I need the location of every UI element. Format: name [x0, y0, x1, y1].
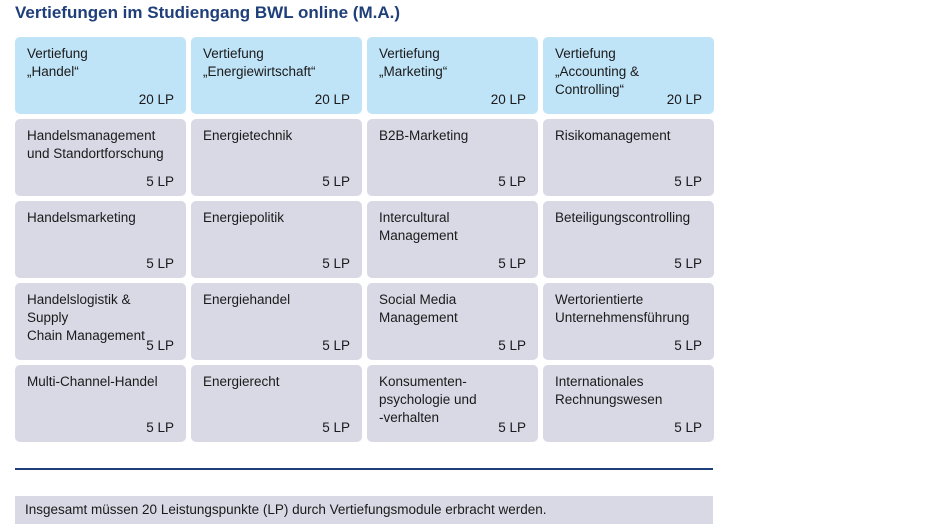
module-card: Energiepolitik 5 LP	[191, 201, 362, 278]
module-name: Handelsmanagement und Standortforschung	[27, 128, 164, 161]
footer-note: Insgesamt müssen 20 Leistungspunkte (LP)…	[15, 496, 713, 524]
credit-points: 5 LP	[498, 174, 526, 189]
module-card: B2B-Marketing 5 LP	[367, 119, 538, 196]
credit-points: 5 LP	[674, 174, 702, 189]
page-title: Vertiefungen im Studiengang BWL online (…	[15, 3, 401, 22]
module-card: Handelsmarketing 5 LP	[15, 201, 186, 278]
module-card: Intercultural Management 5 LP	[367, 201, 538, 278]
module-name: Internationales Rechnungswesen	[555, 374, 663, 407]
module-name: Beteiligungscontrolling	[555, 210, 691, 225]
module-card: Energietechnik 5 LP	[191, 119, 362, 196]
card-title: Vertiefung „Marketing“	[379, 46, 448, 79]
card-title: Vertiefung „Handel“	[27, 46, 88, 79]
module-card: Energiehandel 5 LP	[191, 283, 362, 360]
module-card: Handelsmanagement und Standortforschung …	[15, 119, 186, 196]
credit-points: 5 LP	[322, 338, 350, 353]
card-title: Vertiefung „Energiewirtschaft“	[203, 46, 316, 79]
specialization-header-energiewirtschaft: Vertiefung „Energiewirtschaft“ 20 LP	[191, 37, 362, 114]
module-name: B2B-Marketing	[379, 128, 469, 143]
specialization-grid: Vertiefung „Handel“ 20 LP Vertiefung „En…	[15, 37, 714, 442]
credit-points: 5 LP	[498, 256, 526, 271]
module-name: Energiehandel	[203, 292, 291, 307]
credit-points: 5 LP	[498, 338, 526, 353]
credit-points: 5 LP	[146, 174, 174, 189]
module-card: Risikomanagement 5 LP	[543, 119, 714, 196]
credit-points: 5 LP	[146, 338, 174, 353]
module-name: Energierecht	[203, 374, 280, 389]
module-name: Handelslogistik & Supply Chain Managemen…	[27, 292, 145, 343]
module-name: Risikomanagement	[555, 128, 671, 143]
module-name: Handelsmarketing	[27, 210, 136, 225]
module-card: Konsumenten- psychologie und -verhalten …	[367, 365, 538, 442]
specialization-header-handel: Vertiefung „Handel“ 20 LP	[15, 37, 186, 114]
module-name: Multi-Channel-Handel	[27, 374, 158, 389]
module-name: Intercultural Management	[379, 210, 458, 243]
credit-points: 5 LP	[322, 256, 350, 271]
divider	[15, 468, 713, 470]
module-name: Wertorientierte Unternehmensführung	[555, 292, 690, 325]
credit-points: 5 LP	[322, 420, 350, 435]
credit-points: 20 LP	[314, 92, 350, 107]
module-card: Internationales Rechnungswesen 5 LP	[543, 365, 714, 442]
module-name: Energietechnik	[203, 128, 293, 143]
credit-points: 20 LP	[666, 92, 702, 107]
module-name: Konsumenten- psychologie und -verhalten	[379, 374, 477, 425]
credit-points: 5 LP	[498, 420, 526, 435]
module-name: Social Media Management	[379, 292, 458, 325]
credit-points: 5 LP	[674, 420, 702, 435]
specialization-header-accounting: Vertiefung „Accounting & Controlling“ 20…	[543, 37, 714, 114]
credit-points: 5 LP	[674, 338, 702, 353]
credit-points: 5 LP	[674, 256, 702, 271]
credit-points: 20 LP	[138, 92, 174, 107]
credit-points: 20 LP	[490, 92, 526, 107]
module-card: Wertorientierte Unternehmensführung 5 LP	[543, 283, 714, 360]
credit-points: 5 LP	[146, 420, 174, 435]
credit-points: 5 LP	[322, 174, 350, 189]
specialization-header-marketing: Vertiefung „Marketing“ 20 LP	[367, 37, 538, 114]
module-card: Handelslogistik & Supply Chain Managemen…	[15, 283, 186, 360]
card-title: Vertiefung „Accounting & Controlling“	[555, 46, 640, 97]
module-name: Energiepolitik	[203, 210, 285, 225]
credit-points: 5 LP	[146, 256, 174, 271]
module-card: Multi-Channel-Handel 5 LP	[15, 365, 186, 442]
module-card: Energierecht 5 LP	[191, 365, 362, 442]
module-card: Beteiligungscontrolling 5 LP	[543, 201, 714, 278]
module-card: Social Media Management 5 LP	[367, 283, 538, 360]
